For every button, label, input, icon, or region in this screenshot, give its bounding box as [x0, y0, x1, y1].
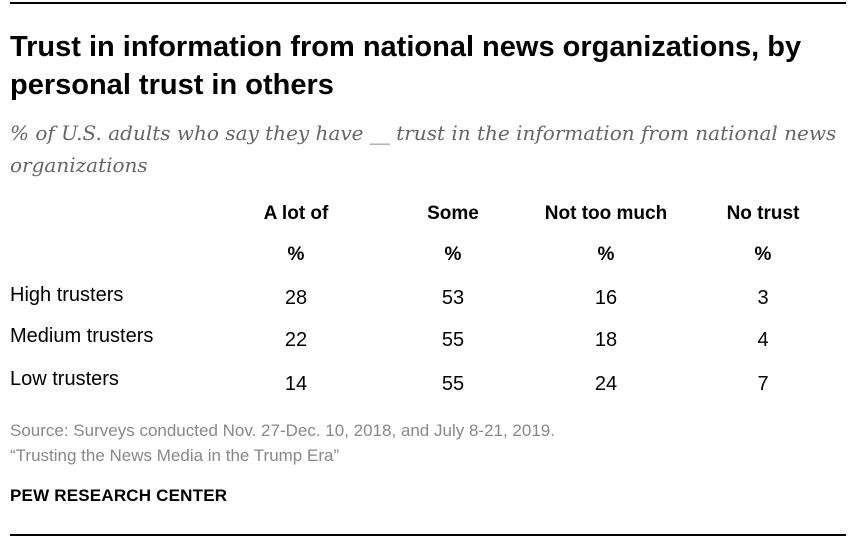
report-title: “Trusting the News Media in the Trump Er…	[10, 446, 340, 465]
cell-low-some: 55	[441, 373, 465, 395]
unit-label-not-too-much: %	[597, 244, 615, 265]
cell-high-not-too-much: 16	[594, 287, 618, 309]
cell-medium-not-too-much: 18	[594, 329, 618, 351]
cell-medium-some: 55	[441, 329, 465, 351]
cell-low-no-trust: 7	[757, 373, 769, 395]
column-header-no-trust: No trust	[726, 203, 800, 224]
cell-high-no-trust: 3	[757, 287, 769, 309]
cell-medium-no-trust: 4	[757, 329, 769, 351]
cell-low-not-too-much: 24	[594, 373, 618, 395]
cell-medium-a-lot-of: 22	[284, 329, 308, 351]
chart-subtitle: % of U.S. adults who say they have __ tr…	[10, 121, 837, 177]
unit-label-no-trust: %	[754, 244, 772, 265]
unit-label-some: %	[444, 244, 462, 265]
column-header-not-too-much: Not too much	[544, 203, 668, 224]
source-note: Source: Surveys conducted Nov. 27-Dec. 1…	[10, 421, 555, 440]
top-rule	[10, 2, 846, 4]
pew-logo-text: PEW RESEARCH CENTER	[10, 486, 228, 505]
row-label-low-trusters: Low trusters	[10, 368, 119, 390]
column-header-a-lot-of: A lot of	[263, 203, 329, 224]
cell-high-some: 53	[441, 287, 465, 309]
cell-low-a-lot-of: 14	[284, 373, 308, 395]
cell-high-a-lot-of: 28	[284, 287, 308, 309]
chart-title: Trust in information from national news …	[10, 31, 802, 101]
bottom-rule	[10, 534, 846, 536]
unit-label-a-lot-of: %	[287, 244, 305, 265]
row-label-high-trusters: High trusters	[10, 284, 124, 306]
column-header-some: Some	[427, 203, 479, 224]
row-label-medium-trusters: Medium trusters	[10, 325, 154, 347]
